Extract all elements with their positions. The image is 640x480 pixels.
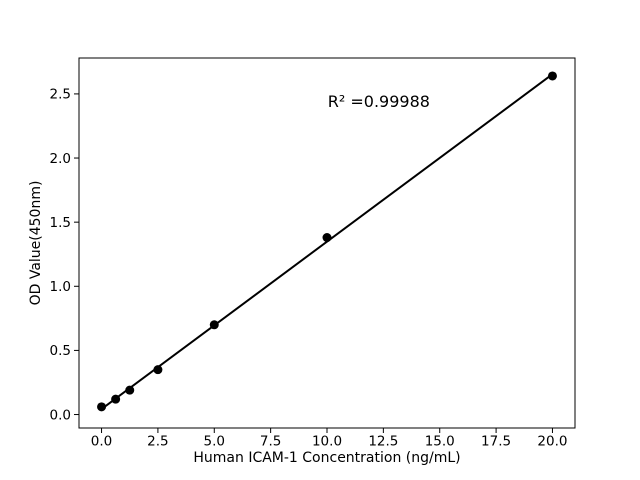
x-tick-label: 17.5	[481, 434, 511, 450]
data-point	[209, 320, 219, 330]
data-point	[322, 233, 332, 243]
x-tick-label: 0.0	[91, 434, 112, 450]
data-point	[111, 394, 121, 404]
x-axis-label: Human ICAM-1 Concentration (ng/mL)	[193, 450, 460, 466]
x-tick-label: 15.0	[425, 434, 455, 450]
data-point	[125, 385, 135, 395]
data-point	[547, 71, 557, 81]
x-tick-label: 20.0	[537, 434, 567, 450]
y-tick-label: 1.0	[50, 279, 71, 295]
x-tick-label: 7.5	[260, 434, 281, 450]
data-point	[97, 402, 107, 412]
y-axis-label: OD Value(450nm)	[28, 181, 44, 306]
x-tick-label: 5.0	[204, 434, 225, 450]
y-tick-label: 0.0	[50, 407, 71, 423]
y-tick-label: 2.5	[50, 87, 71, 103]
chart-render-layer: 0.0 2.5 5.0 7.5 10.0 12.5 15.0 17.5 20.0 0.0 0.5 1.…	[50, 57, 576, 450]
data-point	[153, 365, 163, 375]
y-tick-label: 0.5	[50, 343, 71, 359]
x-tick-label: 10.0	[312, 434, 342, 450]
y-tick-label: 1.5	[50, 215, 71, 231]
r-squared-annotation: R² =0.99988	[328, 92, 430, 111]
x-tick-label: 12.5	[368, 434, 398, 450]
y-tick-label: 2.0	[50, 151, 71, 167]
x-tick-label: 2.5	[147, 434, 168, 450]
